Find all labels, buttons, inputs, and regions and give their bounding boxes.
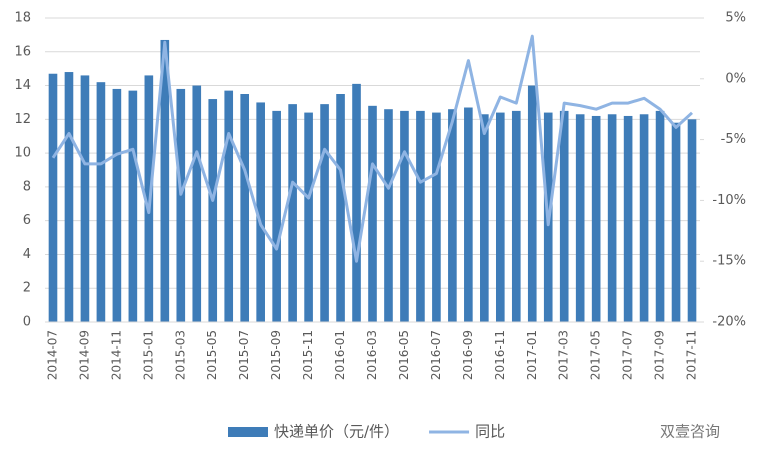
bar <box>48 73 58 322</box>
bar <box>575 114 585 323</box>
bar <box>80 75 90 322</box>
x-tick-label: 2016-03 <box>365 330 379 380</box>
y2-tick-label: 5% <box>725 11 746 26</box>
x-tick-label: 2015-09 <box>269 330 283 380</box>
bar <box>64 72 74 323</box>
x-tick-label: 2016-07 <box>429 330 443 380</box>
y-tick-label: 2 <box>23 281 31 296</box>
x-tick-label: 2015-11 <box>301 330 315 380</box>
bar <box>96 82 106 322</box>
bar <box>112 88 122 322</box>
legend-label: 快递单价（元/件） <box>274 423 399 441</box>
bar <box>160 39 170 322</box>
bar <box>671 122 681 322</box>
y-tick-label: 16 <box>14 44 31 59</box>
bar <box>224 90 234 322</box>
y-tick-label: 14 <box>14 78 31 93</box>
bar <box>128 90 138 322</box>
bar <box>687 119 697 322</box>
bar <box>176 88 186 322</box>
x-tick-label: 2014-07 <box>45 330 59 380</box>
bar <box>320 104 329 322</box>
bar <box>384 109 393 322</box>
y2-tick-label: -5% <box>721 132 746 147</box>
x-tick-label: 2016-09 <box>461 330 475 380</box>
x-tick-label: 2016-11 <box>493 330 507 380</box>
bar <box>368 105 377 322</box>
x-tick-label: 2016-05 <box>397 330 411 380</box>
bar <box>208 99 218 322</box>
bar <box>655 110 665 322</box>
y-tick-label: 4 <box>23 247 31 262</box>
bar <box>480 114 489 323</box>
bar <box>400 110 409 322</box>
bar <box>623 115 633 322</box>
bar <box>607 114 617 323</box>
bar <box>352 83 361 322</box>
bar <box>464 107 473 322</box>
y2-tick-label: -10% <box>712 193 746 208</box>
y-tick-label: 8 <box>23 179 31 194</box>
bar <box>240 94 250 322</box>
x-tick-label: 2014-11 <box>109 330 123 380</box>
y-tick-label: 12 <box>14 112 31 127</box>
bar <box>416 110 425 322</box>
bar <box>591 115 601 322</box>
y-tick-label: 18 <box>14 11 31 26</box>
bar <box>336 94 345 322</box>
legend-label: 同比 <box>475 423 505 441</box>
x-tick-label: 2016-01 <box>333 330 347 380</box>
x-tick-label: 2014-09 <box>77 330 91 380</box>
x-tick-label: 2015-07 <box>237 330 251 380</box>
y-tick-label: 6 <box>23 213 31 228</box>
y2-tick-label: -20% <box>712 315 746 330</box>
x-tick-label: 2017-07 <box>621 330 635 380</box>
bar <box>639 114 649 323</box>
bar <box>304 112 313 322</box>
bar <box>432 112 441 322</box>
x-tick-label: 2015-01 <box>141 330 155 380</box>
bar <box>448 109 457 322</box>
y2-tick-label: -15% <box>712 254 746 269</box>
legend-swatch <box>228 427 268 437</box>
watermark: 双壹咨询 <box>660 423 720 441</box>
bar <box>495 112 505 322</box>
y-tick-label: 10 <box>14 146 31 161</box>
bar <box>288 104 297 322</box>
x-tick-label: 2017-01 <box>525 330 539 380</box>
y-tick-label: 0 <box>23 315 31 330</box>
x-tick-label: 2017-11 <box>685 330 699 380</box>
bar <box>559 110 569 322</box>
bar <box>272 110 281 322</box>
bar <box>511 110 521 322</box>
x-tick-label: 2017-09 <box>653 330 667 380</box>
bar <box>256 102 265 322</box>
x-tick-label: 2015-03 <box>173 330 187 380</box>
line <box>51 34 694 263</box>
y2-tick-label: 0% <box>725 71 746 86</box>
x-tick-label: 2017-03 <box>557 330 571 380</box>
x-tick-label: 2015-05 <box>205 330 219 380</box>
bar <box>192 85 202 322</box>
x-tick-label: 2017-05 <box>589 330 603 380</box>
bar <box>527 85 537 322</box>
